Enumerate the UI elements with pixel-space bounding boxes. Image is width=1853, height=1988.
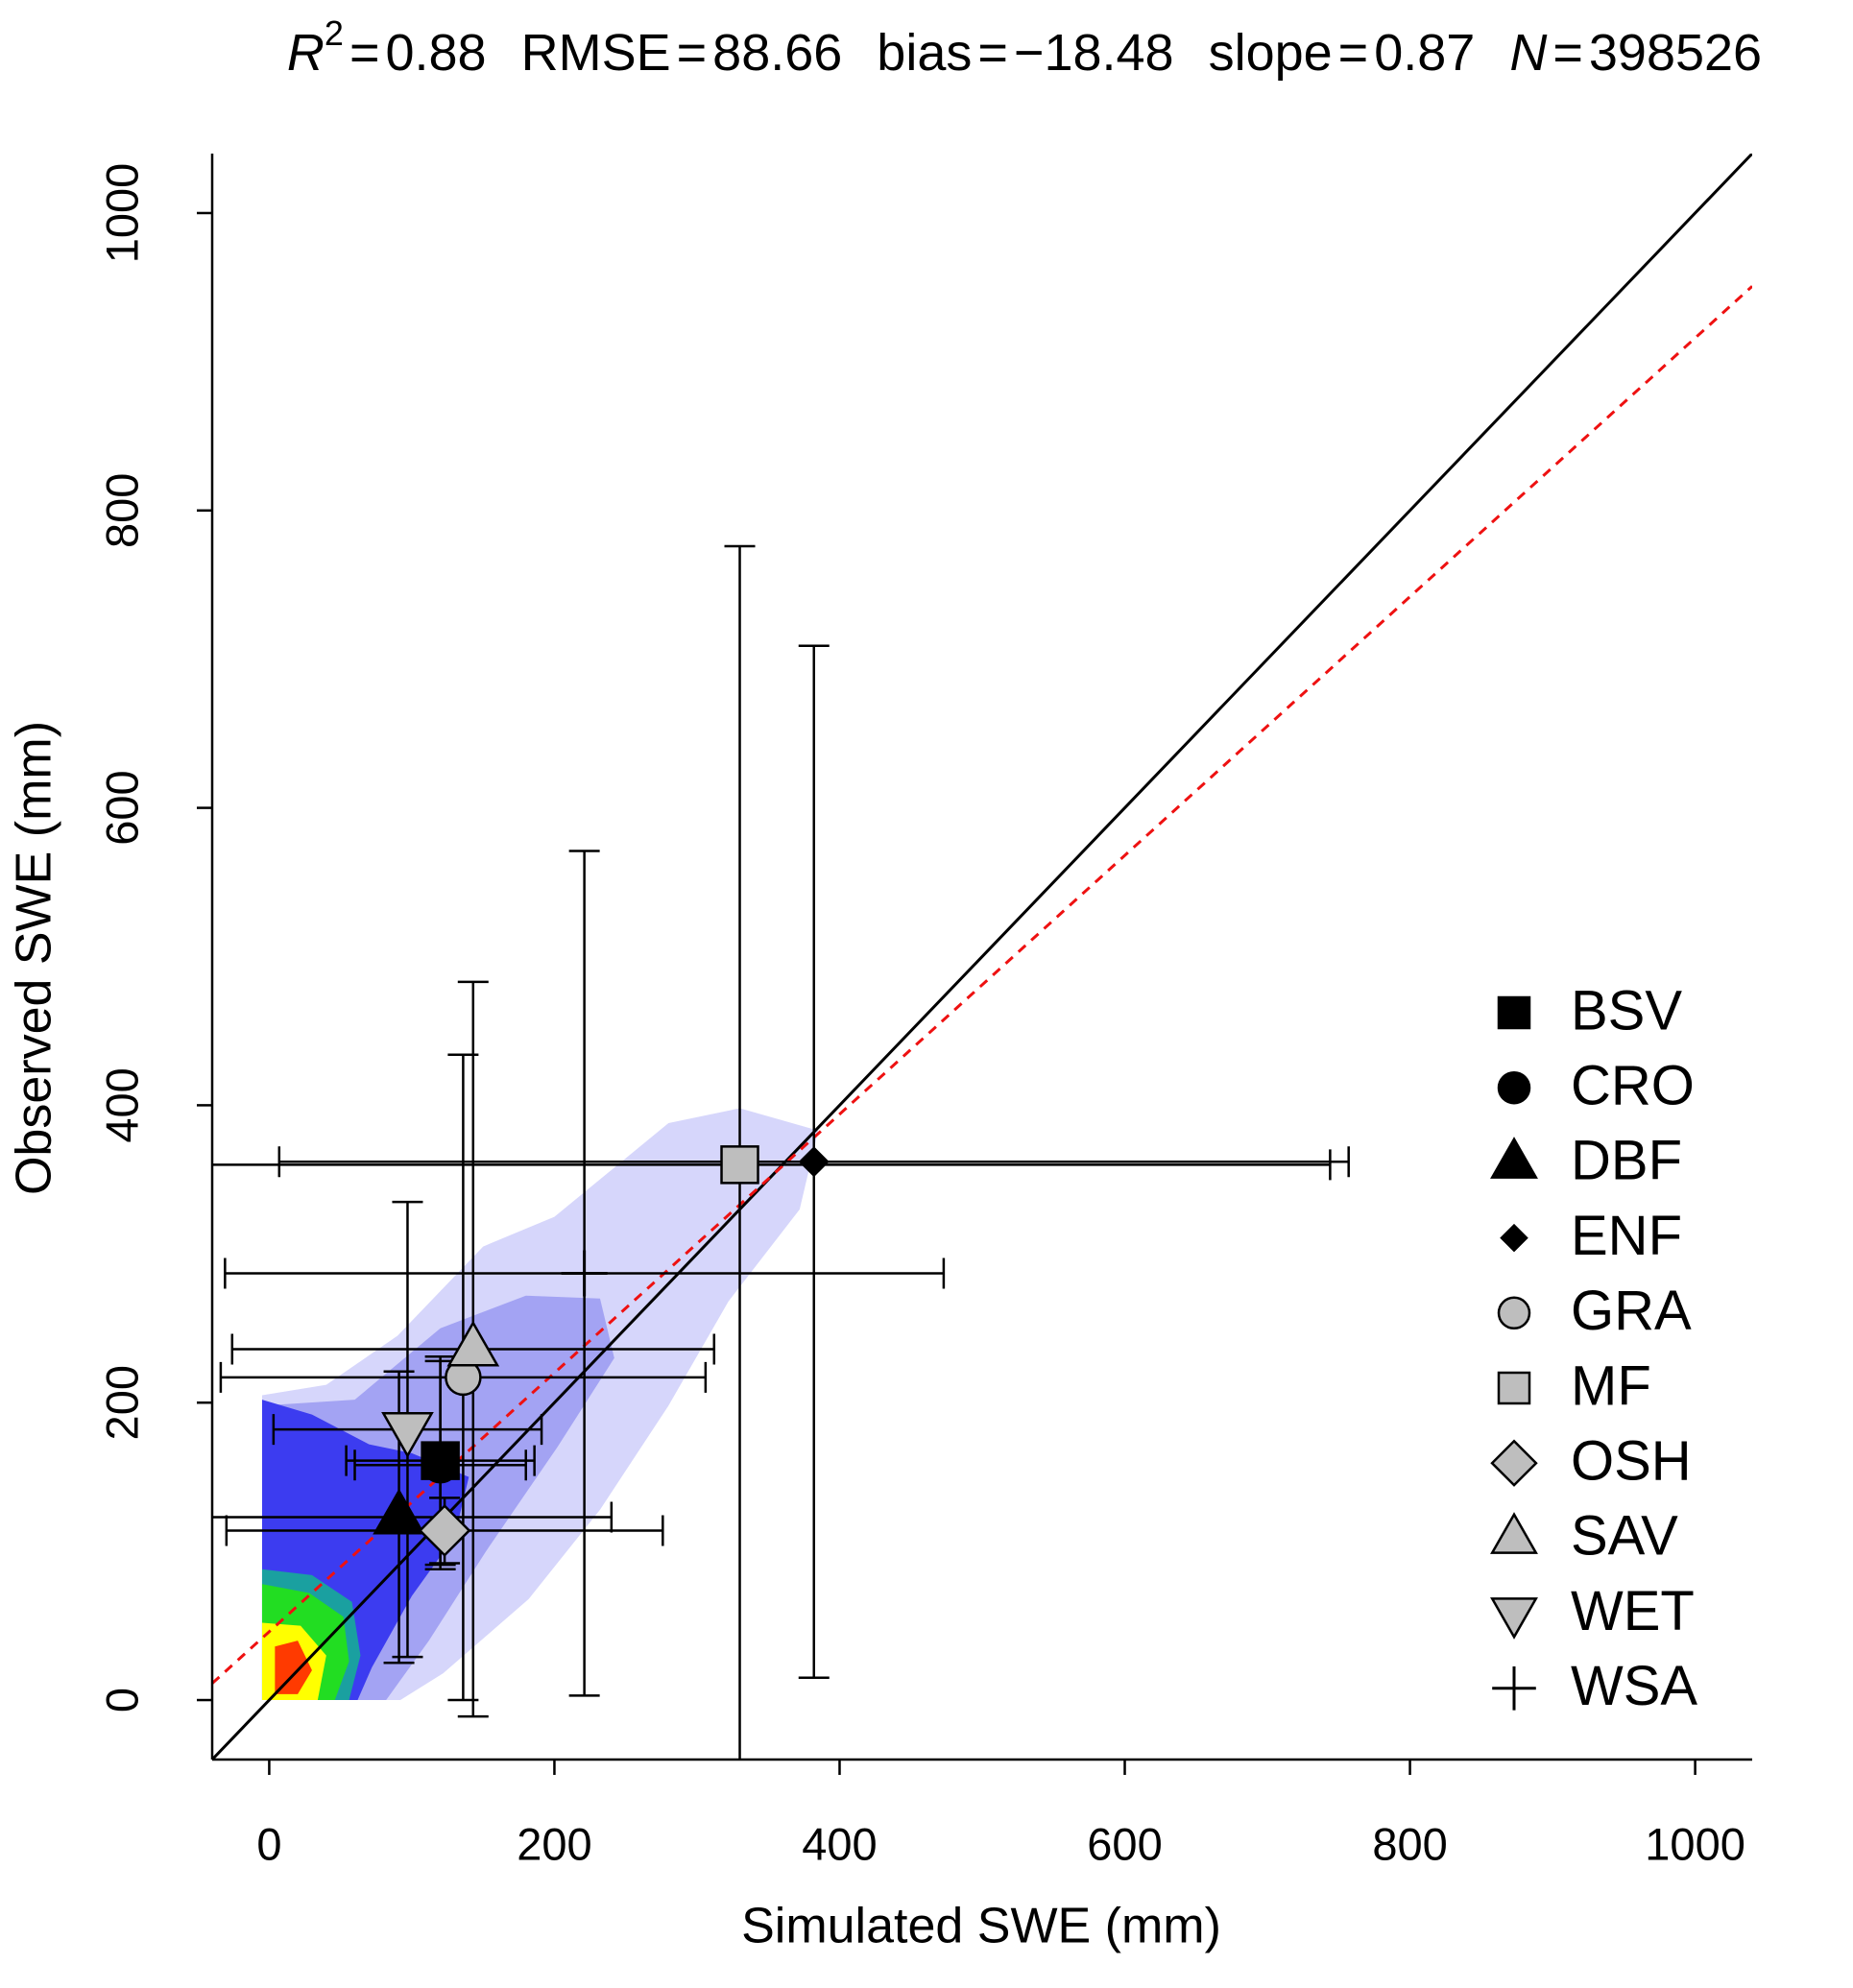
stat-name: slope [1209,24,1333,82]
x-axis-title: Simulated SWE (mm) [741,1899,1221,1954]
y-axis-title: Observed SWE (mm) [7,721,62,1195]
point [561,1250,608,1297]
legend-label: ENF [1571,1205,1682,1267]
plot-area [212,154,1752,1760]
stat-relation: = [1552,24,1583,82]
x-tick-label: 800 [1372,1818,1447,1869]
y-tick-label: 1000 [96,163,147,264]
density-cloud [261,1108,819,1701]
point [446,1320,500,1367]
stat-name: R [287,24,325,82]
stat-relation: = [977,24,1008,82]
legend-marker [1490,1597,1538,1640]
y-tick-label: 200 [96,1365,147,1440]
point [381,1412,434,1458]
point [720,1145,759,1185]
legend-label: WET [1571,1580,1695,1642]
legend-marker [1490,1512,1538,1554]
stat-value: −18.48 [1014,24,1174,82]
legend-marker [1490,1439,1538,1487]
x-tick-label: 1000 [1645,1818,1745,1869]
stat-value: 398526 [1589,24,1762,82]
fit-line [212,285,1752,1685]
stat-name: bias [877,24,972,82]
stat-value: 0.88 [385,24,486,82]
point [421,1447,459,1484]
legend-label: BSV [1571,979,1682,1042]
point [373,1488,425,1535]
density-region [275,1641,312,1694]
y-tick-label: 0 [96,1688,147,1713]
point [798,1146,830,1178]
stat-value: 88.66 [712,24,842,82]
legend-marker [1497,1371,1531,1405]
stat-superscript: 2 [325,13,344,53]
legend-label: MF [1571,1354,1651,1417]
legend-label: SAV [1571,1505,1678,1568]
stat-name: RMSE [521,24,671,82]
legend-marker [1490,1137,1538,1179]
legend-label: CRO [1571,1055,1695,1117]
legend-marker [1497,1070,1531,1105]
identity-line [212,154,1752,1760]
y-tick-label: 600 [96,770,147,845]
chart-title: R2 = 0.88 RMSE = 88.66 bias = −18.48 slope = 0.87 N =… [287,13,1762,83]
point [418,1504,471,1557]
stat-name: N [1509,24,1548,82]
y-tick-label: 800 [96,473,147,548]
y-tick-label: 400 [96,1067,147,1142]
x-tick-label: 400 [802,1818,877,1869]
legend-marker [1492,1666,1536,1711]
x-tick-label: 0 [256,1818,281,1869]
stat-relation: = [677,24,708,82]
legend-label: GRA [1571,1280,1692,1342]
legend-label: WSA [1571,1655,1697,1717]
legend-marker [1497,995,1531,1030]
stat-relation: = [349,24,380,82]
stat-relation: = [1338,24,1369,82]
stat-value: 0.87 [1374,24,1475,82]
legend-marker [1497,1296,1531,1330]
legend-marker [1500,1223,1528,1253]
legend-label: DBF [1571,1130,1682,1192]
legend-label: OSH [1571,1430,1692,1493]
x-tick-label: 600 [1087,1818,1162,1869]
x-tick-label: 200 [517,1818,591,1869]
